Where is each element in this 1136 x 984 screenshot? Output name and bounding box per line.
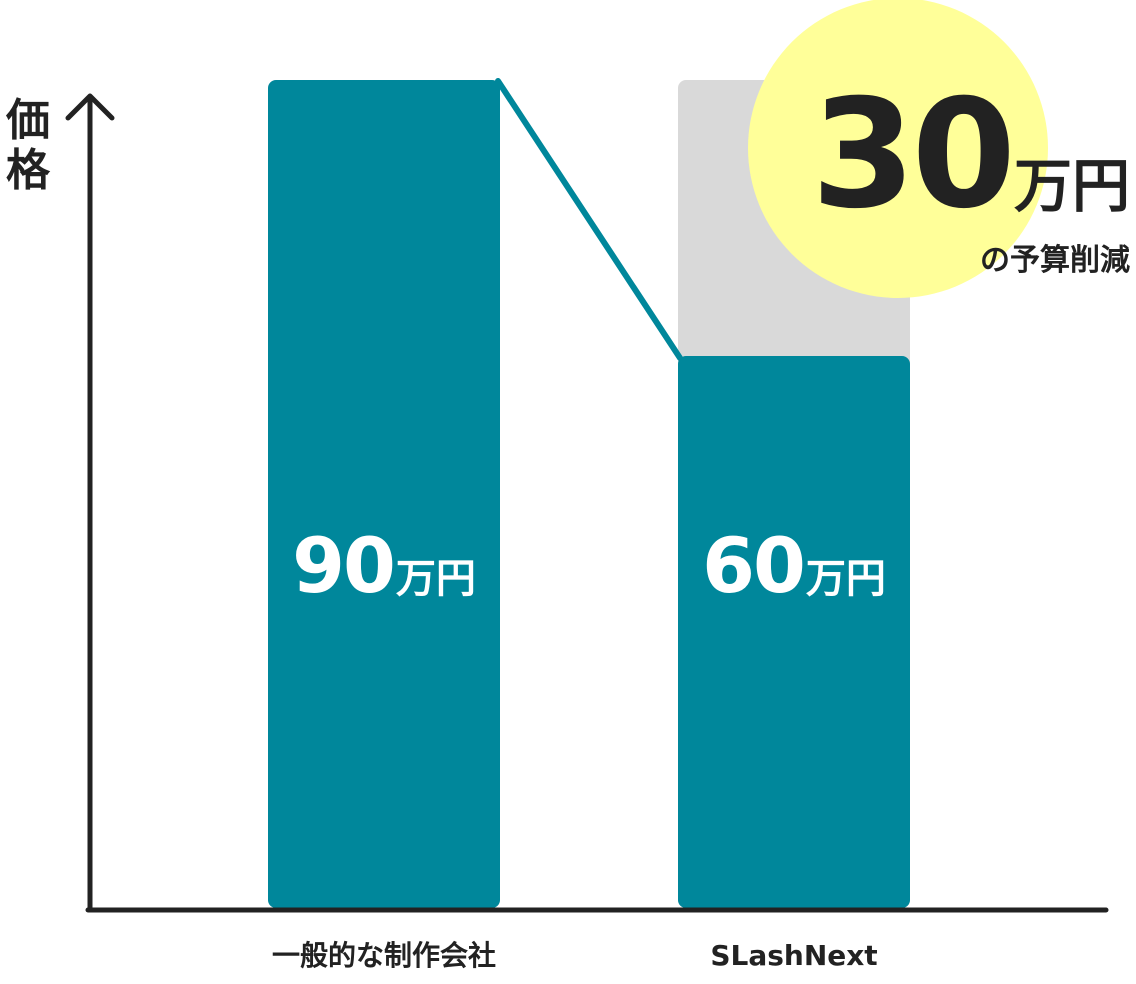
savings-amount-unit: 万円	[1013, 152, 1130, 220]
bar-value-number-0: 90	[292, 521, 396, 610]
connector-line	[495, 78, 683, 361]
savings-amount-number: 30	[811, 68, 1016, 242]
bar-0	[268, 80, 500, 908]
savings-badge	[748, 0, 1048, 298]
bar-value-unit-1: 万円	[805, 556, 886, 602]
bar-value-unit-0: 万円	[395, 556, 476, 602]
category-label-1: SLashNext	[710, 939, 878, 972]
y-axis-label: 価格	[6, 95, 50, 196]
bar-value-number-1: 60	[702, 521, 806, 610]
category-label-0: 一般的な制作会社	[271, 939, 497, 972]
bar-value-label-1: 60万円	[702, 528, 886, 604]
y-axis-arrow	[65, 93, 115, 121]
savings-amount: 30万円	[811, 80, 1130, 230]
bar-1	[678, 356, 910, 908]
bar-value-label-0: 90万円	[292, 528, 476, 604]
savings-caption: の予算削減	[980, 243, 1130, 278]
